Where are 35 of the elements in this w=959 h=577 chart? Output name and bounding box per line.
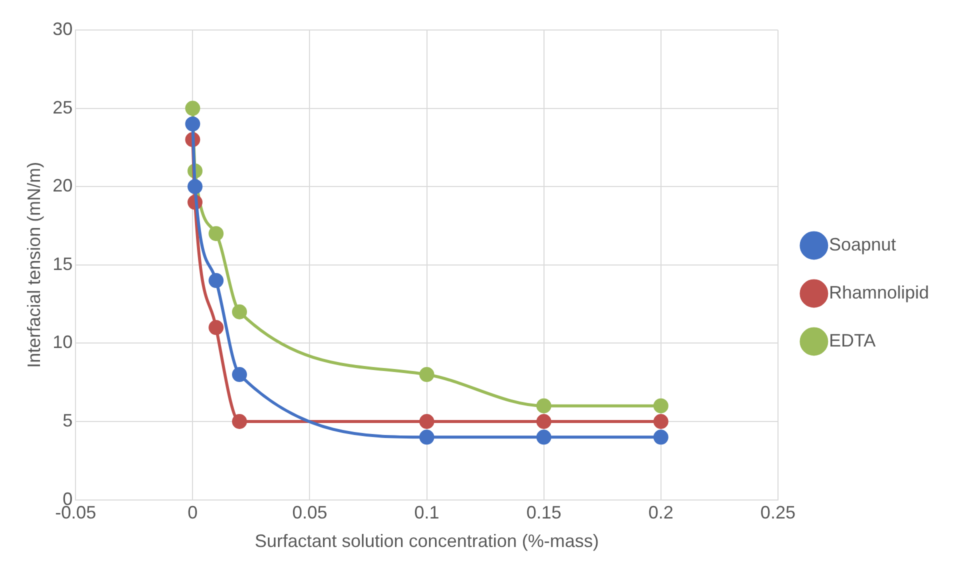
y-tick-label: 20	[52, 176, 73, 196]
y-tick-label: 10	[52, 332, 73, 352]
point	[536, 430, 552, 445]
x-axis-title: Surfactant solution concentration (%-mass)	[254, 531, 599, 552]
x-tick-label: 0.1	[414, 502, 440, 523]
x-tick-label: 0	[188, 502, 198, 523]
legend-label: EDTA	[828, 330, 876, 350]
point	[188, 179, 203, 194]
point	[653, 398, 668, 414]
point	[208, 320, 224, 336]
point	[419, 430, 434, 445]
y-tick-label: 5	[62, 410, 73, 430]
y-axis-title: Interfacial tension (mN/m)	[24, 162, 44, 368]
point	[185, 116, 200, 132]
point	[653, 430, 668, 445]
point	[232, 304, 247, 320]
legend-label: Rhamnolipid	[828, 282, 930, 302]
x-tick-label: 0.05	[292, 502, 328, 523]
point	[232, 367, 247, 382]
x-tick-label: 0.2	[648, 502, 674, 523]
point	[419, 414, 434, 429]
point	[208, 226, 224, 242]
x-tick-label: 0.25	[760, 502, 796, 523]
legend-label: Soapnut	[828, 234, 896, 254]
point	[536, 414, 552, 429]
point	[419, 367, 434, 382]
point	[185, 100, 200, 116]
point	[536, 398, 552, 414]
point	[232, 414, 247, 429]
y-tick-label: 25	[52, 97, 73, 118]
y-tick-label: 15	[52, 254, 73, 274]
y-tick-label: 30	[52, 18, 73, 39]
point	[208, 273, 224, 288]
x-tick-label: 0.15	[526, 502, 562, 523]
point	[653, 414, 668, 429]
